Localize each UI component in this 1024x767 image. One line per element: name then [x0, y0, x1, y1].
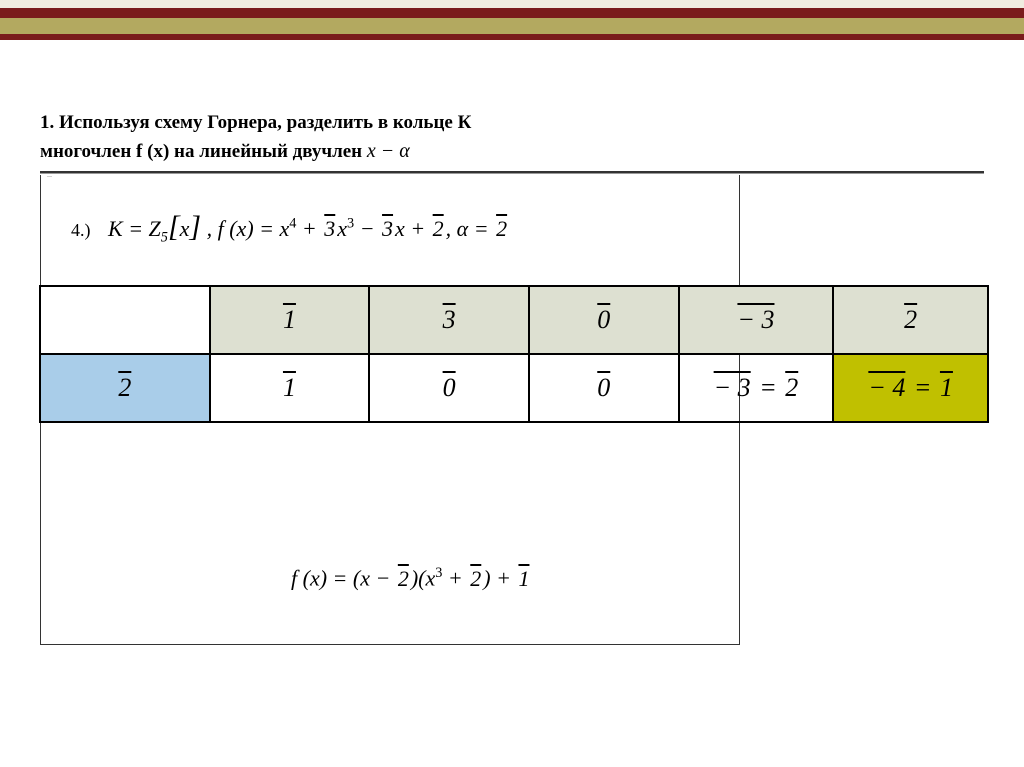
result-formula: f (x) = (x − 2)(x3 + 2) + 1 [291, 565, 531, 591]
horner-header-cell: − 3 [679, 286, 834, 354]
horner-cell: 0 [529, 354, 679, 422]
horner-table: 1 3 0 − 3 2 2 1 0 0 − 3 = 2 − 4 = 1 [39, 285, 989, 423]
horner-value-row: 2 1 0 0 − 3 = 2 − 4 = 1 [40, 354, 988, 422]
problem-f: , f (x) = x4 + 3x3 − 3x + 2, α = 2 [207, 216, 510, 241]
problem-index: 4.) [71, 220, 91, 240]
horner-cell: − 3 = 2 [679, 354, 834, 422]
problem-K: K = Z5[x] [108, 216, 207, 241]
decorative-top-bar [0, 0, 1024, 40]
horner-result-cell: − 4 = 1 [833, 354, 988, 422]
title-line2: многочлен f (x) на линейный двучлен [40, 141, 367, 162]
horner-header-cell: 3 [369, 286, 529, 354]
slide-title: 1. Используя схему Горнера, разделить в … [40, 110, 984, 165]
horner-header-cell: 1 [210, 286, 370, 354]
horner-cell: 0 [369, 354, 529, 422]
horner-cell: 1 [210, 354, 370, 422]
horner-header-cell: 2 [833, 286, 988, 354]
horner-header-cell: 0 [529, 286, 679, 354]
problem-statement: 4.) K = Z5[x] , f (x) = x4 + 3x3 − 3x + … [41, 180, 739, 266]
slide-body: 1. Используя схему Горнера, разделить в … [0, 40, 1024, 645]
horner-header-blank [40, 286, 210, 354]
horizontal-rule [40, 171, 984, 173]
divisor-formula: x − α [367, 140, 410, 162]
title-line1: 1. Используя схему Горнера, разделить в … [40, 112, 471, 133]
horner-alpha-cell: 2 [40, 354, 210, 422]
content-box: — 4.) K = Z5[x] , f (x) = x4 + 3x3 − 3x … [40, 175, 740, 645]
horner-header-row: 1 3 0 − 3 2 [40, 286, 988, 354]
